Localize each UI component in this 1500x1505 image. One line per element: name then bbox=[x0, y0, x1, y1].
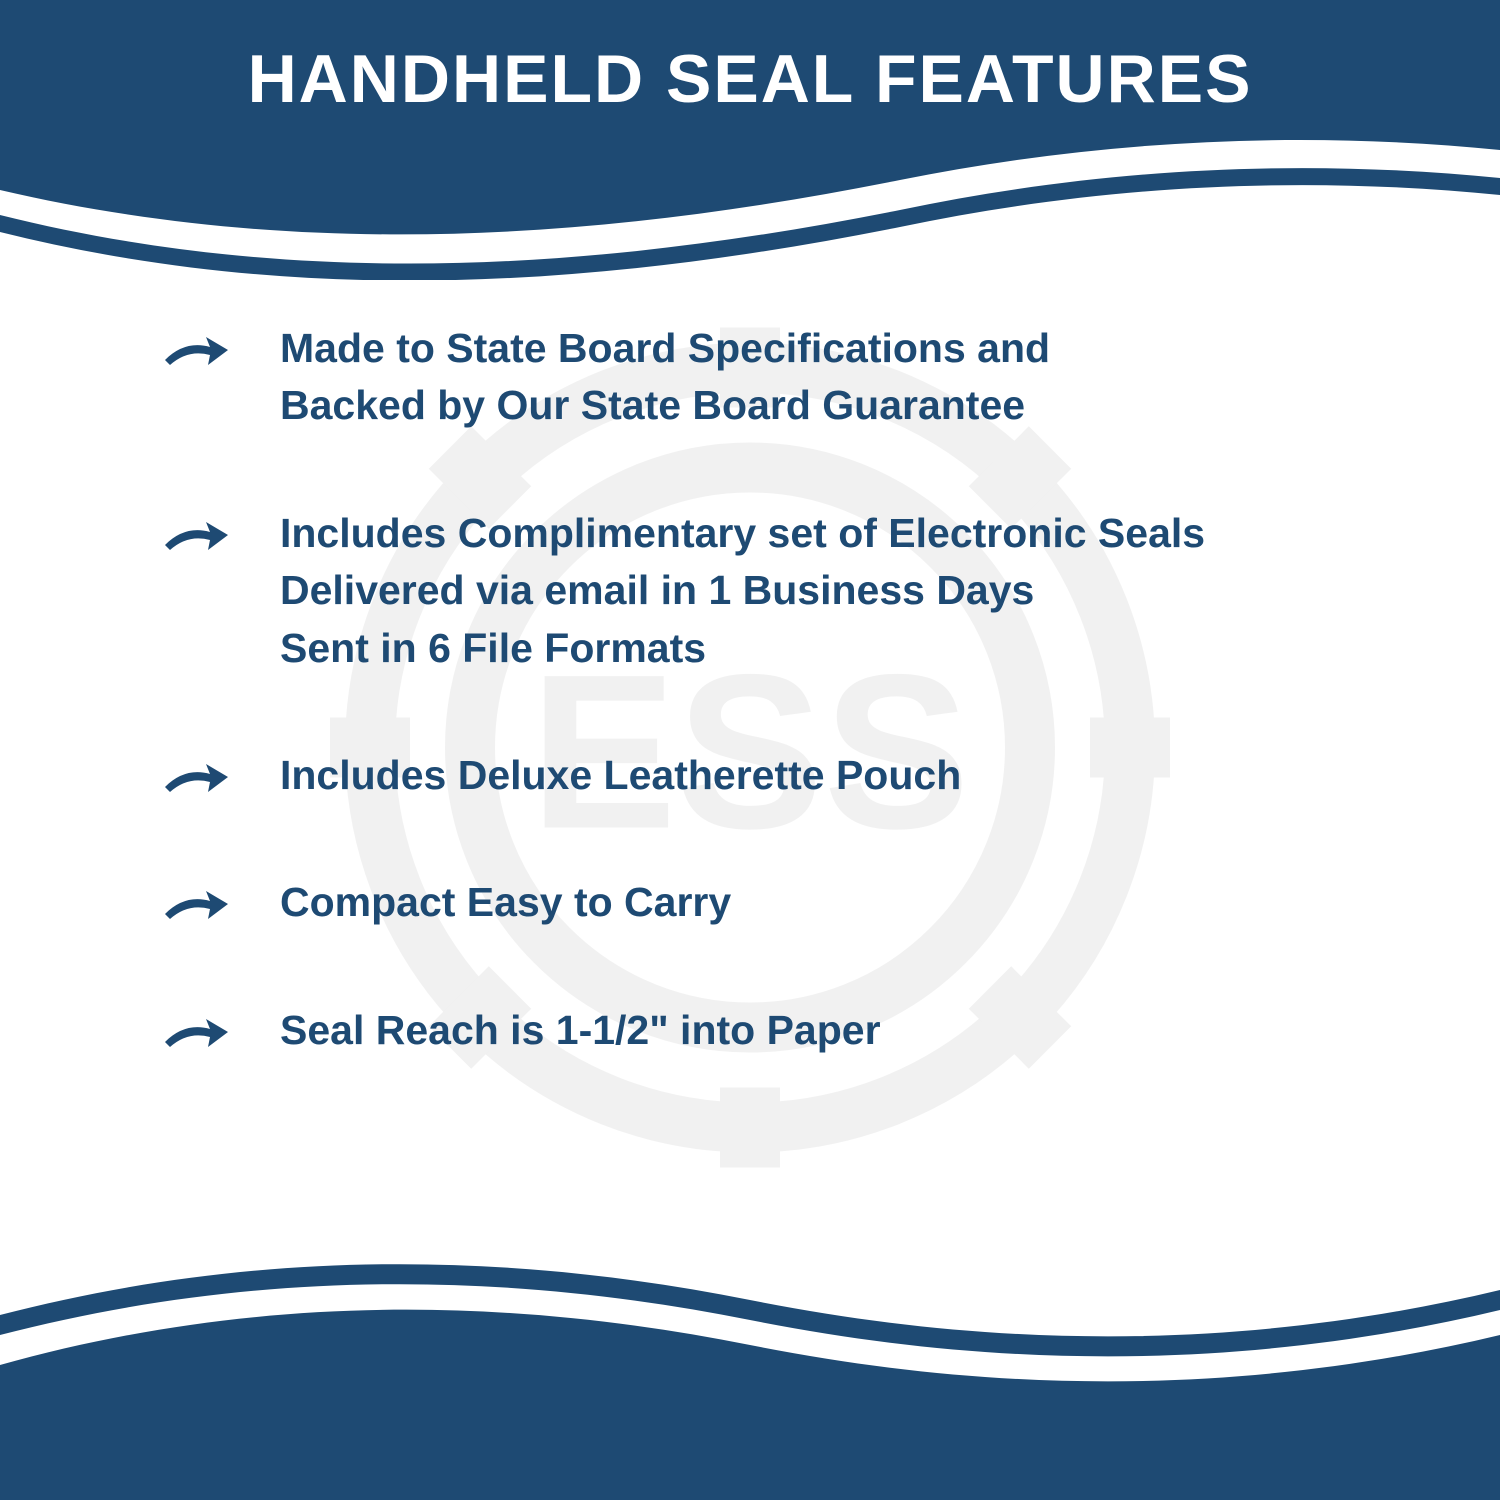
infographic-container: ESS HANDHELD SEAL FEATURES Made to State… bbox=[0, 0, 1500, 1500]
feature-text: Compact Easy to Carry bbox=[280, 874, 731, 931]
feature-text: Includes Deluxe Leatherette Pouch bbox=[280, 747, 961, 804]
feature-item: Seal Reach is 1-1/2" into Paper bbox=[160, 1002, 1420, 1059]
footer-band bbox=[0, 1220, 1500, 1500]
feature-item: Includes Complimentary set of Electronic… bbox=[160, 505, 1420, 677]
arrow-icon bbox=[160, 1007, 230, 1057]
arrow-icon bbox=[160, 510, 230, 560]
feature-item: Includes Deluxe Leatherette Pouch bbox=[160, 747, 1420, 804]
page-title: HANDHELD SEAL FEATURES bbox=[0, 40, 1500, 118]
feature-item: Compact Easy to Carry bbox=[160, 874, 1420, 931]
feature-text: Seal Reach is 1-1/2" into Paper bbox=[280, 1002, 881, 1059]
arrow-icon bbox=[160, 752, 230, 802]
feature-text: Made to State Board Specifications and B… bbox=[280, 320, 1050, 435]
features-list: Made to State Board Specifications and B… bbox=[160, 320, 1420, 1129]
feature-text: Includes Complimentary set of Electronic… bbox=[280, 505, 1205, 677]
arrow-icon bbox=[160, 325, 230, 375]
feature-item: Made to State Board Specifications and B… bbox=[160, 320, 1420, 435]
arrow-icon bbox=[160, 879, 230, 929]
